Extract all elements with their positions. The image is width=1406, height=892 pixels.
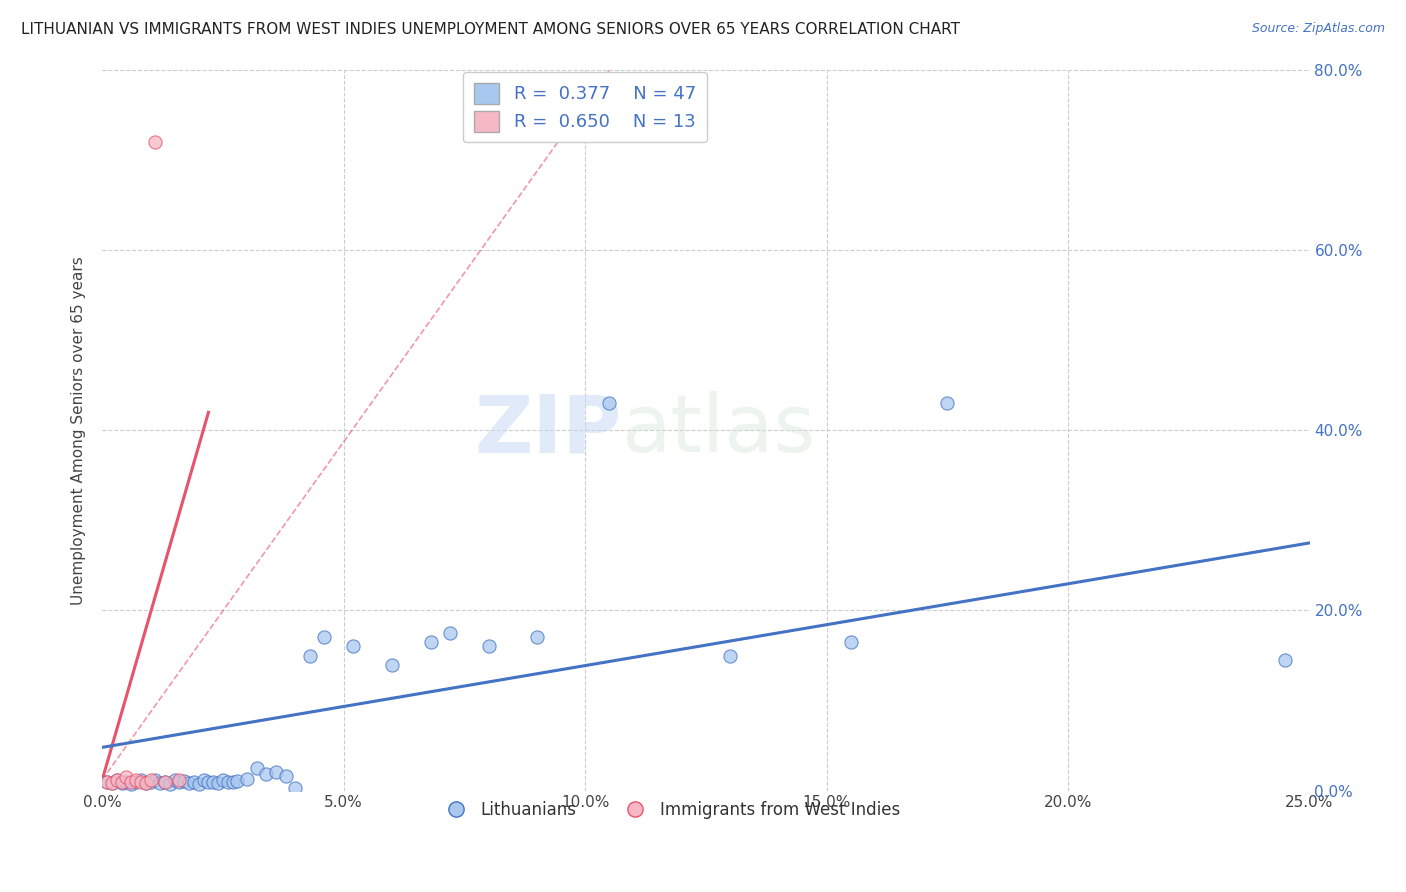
Text: Source: ZipAtlas.com: Source: ZipAtlas.com [1251, 22, 1385, 36]
Point [96, 774, 118, 789]
Point [163, 772, 186, 787]
Point [936, 396, 959, 410]
Point [1274, 653, 1296, 667]
Point [153, 774, 176, 789]
Point [101, 776, 124, 790]
Point [120, 777, 142, 791]
Point [115, 774, 138, 789]
Point [149, 776, 172, 790]
Point [110, 774, 132, 789]
Point [179, 776, 201, 790]
Point [143, 772, 166, 787]
Point [159, 777, 181, 791]
Point [246, 761, 269, 775]
Point [718, 648, 741, 663]
Point [125, 772, 148, 787]
Point [197, 775, 219, 789]
Point [207, 776, 229, 790]
Point [115, 770, 138, 784]
Point [193, 772, 215, 787]
Point [298, 648, 321, 663]
Point [169, 775, 191, 789]
Point [110, 776, 132, 790]
Point [381, 657, 404, 672]
Point [217, 774, 239, 789]
Point [274, 769, 297, 783]
Point [173, 773, 195, 788]
Point [264, 764, 287, 779]
Point [135, 776, 157, 790]
Point [183, 774, 205, 789]
Point [439, 626, 461, 640]
Text: LITHUANIAN VS IMMIGRANTS FROM WEST INDIES UNEMPLOYMENT AMONG SENIORS OVER 65 YEA: LITHUANIAN VS IMMIGRANTS FROM WEST INDIE… [21, 22, 960, 37]
Point [96, 774, 118, 789]
Legend: Lithuanians, Immigrants from West Indies: Lithuanians, Immigrants from West Indies [433, 794, 907, 825]
Point [129, 774, 152, 789]
Point [125, 775, 148, 789]
Point [187, 777, 209, 791]
Point [254, 767, 277, 781]
Point [314, 631, 336, 645]
Point [139, 772, 162, 787]
Point [226, 773, 249, 788]
Point [419, 635, 441, 649]
Y-axis label: Unemployment Among Seniors over 65 years: Unemployment Among Seniors over 65 years [72, 256, 86, 605]
Point [139, 774, 162, 789]
Point [284, 780, 307, 795]
Point [342, 640, 364, 654]
Point [120, 774, 142, 789]
Point [153, 774, 176, 789]
Point [526, 631, 548, 645]
Point [105, 772, 128, 787]
Point [839, 635, 862, 649]
Point [212, 772, 235, 787]
Point [202, 774, 225, 789]
Point [221, 775, 243, 789]
Text: ZIP: ZIP [474, 392, 621, 469]
Point [105, 772, 128, 787]
Point [129, 772, 152, 787]
Point [143, 135, 166, 149]
Point [598, 396, 620, 410]
Point [169, 772, 191, 787]
Point [135, 776, 157, 790]
Point [236, 772, 259, 786]
Point [477, 640, 499, 654]
Text: atlas: atlas [621, 392, 815, 469]
Point [101, 776, 124, 790]
